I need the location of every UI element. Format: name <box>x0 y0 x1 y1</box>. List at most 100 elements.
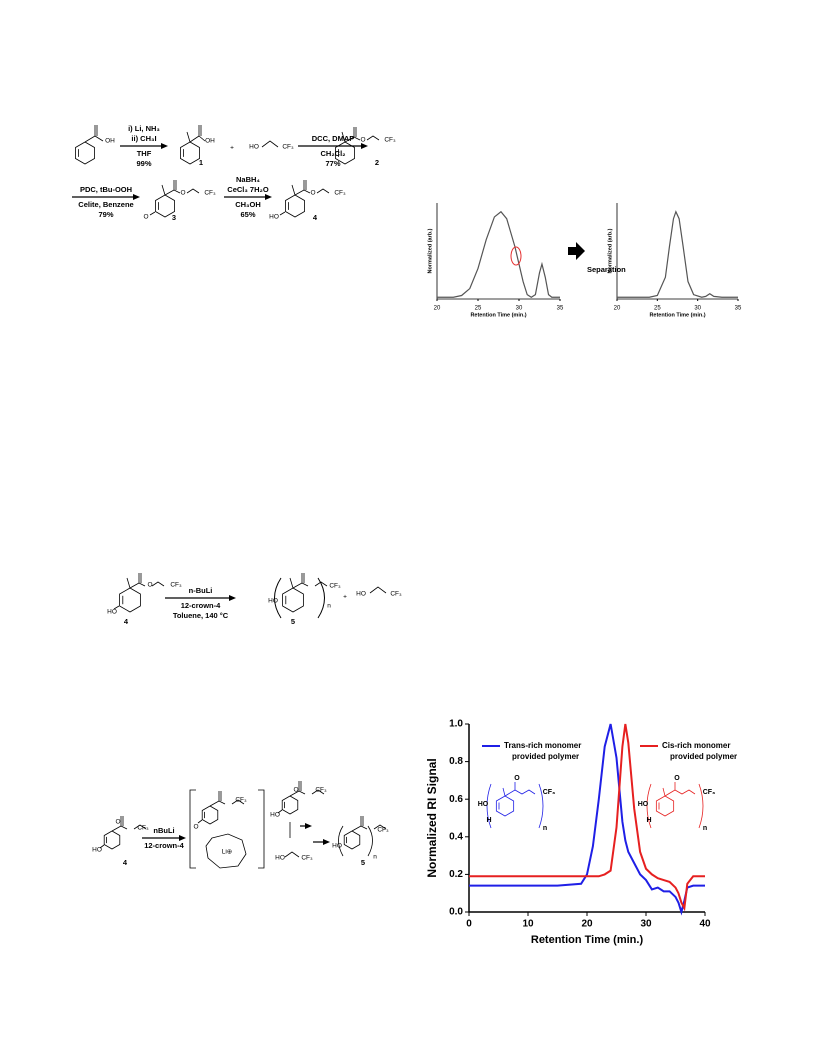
x-axis-label: Retention Time (min.) <box>649 312 705 318</box>
bond <box>149 211 156 216</box>
reagent: i) Li, NH₃ <box>128 124 160 133</box>
reagent: nBuLi <box>153 826 174 835</box>
atom-label: HO <box>268 598 278 605</box>
atom-label: O <box>180 190 185 197</box>
bond <box>133 824 147 830</box>
x-tick-label: 10 <box>522 919 534 930</box>
x-tick-label: 20 <box>434 306 441 312</box>
arrow-head <box>133 194 140 200</box>
atom-label: CF₃ <box>377 827 389 834</box>
compound-label: 4 <box>124 617 129 626</box>
atom-label: CF₃ <box>235 797 247 804</box>
bond <box>316 188 330 194</box>
condition: Celite, Benzene <box>78 200 133 209</box>
atom-label: HO <box>270 812 280 819</box>
compound-label: 5 <box>291 617 295 626</box>
ring <box>281 795 299 815</box>
bracket <box>338 825 373 857</box>
y-tick-label: 0.4 <box>449 831 463 842</box>
highlight-circle <box>510 246 522 266</box>
y-axis-label: Normalized RI Signal <box>425 758 439 877</box>
atom-label: O <box>193 824 198 831</box>
bond <box>261 140 279 148</box>
ring <box>75 141 95 165</box>
separation-arrow <box>568 242 585 260</box>
arrow-head <box>161 143 168 149</box>
atom-label: O <box>293 787 298 794</box>
x-tick-label: 25 <box>654 306 661 312</box>
atom-label: HO <box>107 609 117 616</box>
bond <box>291 184 296 196</box>
bond <box>303 189 311 194</box>
inset-atom: CF₃ <box>703 789 716 796</box>
bond <box>161 184 166 196</box>
data-line <box>469 723 705 916</box>
condition: 99% <box>136 159 151 168</box>
bond <box>138 582 146 587</box>
annotation: Separation <box>587 265 626 274</box>
bond <box>99 844 105 849</box>
crown-ether <box>205 833 247 869</box>
condition: Toluene, 140 °C <box>173 611 229 620</box>
legend-label: Cis-rich monomer provided polymer <box>662 741 737 761</box>
condition: THF <box>137 149 152 158</box>
condition: 12-crown-4 <box>181 601 221 610</box>
atom-label: n <box>327 603 331 610</box>
compound-label: 4 <box>313 213 318 222</box>
bond <box>662 787 666 797</box>
bond <box>373 824 387 830</box>
condition: 12-crown-4 <box>144 841 184 850</box>
data-line <box>617 210 738 298</box>
reagent: DCC, DMAP <box>312 134 355 143</box>
atom-label: O <box>115 819 120 826</box>
bond <box>284 851 300 858</box>
bond <box>504 782 536 797</box>
reagent: CeCl₃ 7H₂O <box>227 185 269 194</box>
x-tick-label: 0 <box>466 919 472 930</box>
bond <box>186 188 200 194</box>
atom-label: O <box>147 582 152 589</box>
atom-label: HO <box>269 214 279 221</box>
atom-label: CF₃ <box>315 787 327 794</box>
atom-label: CF₃ <box>329 583 341 590</box>
bracket <box>317 577 325 619</box>
compound-label: 4 <box>123 858 128 867</box>
legend-line: provided polymer <box>670 752 737 761</box>
bond <box>314 581 328 587</box>
inset-atom: n <box>703 825 707 832</box>
atom-label: OH <box>205 138 215 145</box>
atom-label: CF₃ <box>170 582 182 589</box>
condition: CH₃OH <box>235 200 261 209</box>
y-axis-label: Normalized (arb.) <box>427 228 433 273</box>
bond <box>198 135 206 142</box>
x-axis-label: Retention Time (min.) <box>531 934 644 946</box>
arrow-head <box>361 143 368 149</box>
bond <box>366 135 380 141</box>
bond <box>301 582 309 587</box>
inset-atom: H <box>646 817 651 824</box>
condition: 79% <box>98 210 113 219</box>
compound-label: 1 <box>199 158 203 167</box>
atom-label: + <box>343 594 347 601</box>
atom-label: O <box>360 137 365 144</box>
condition: CH₂Cl₂ <box>321 149 346 158</box>
arrow-head <box>179 835 186 841</box>
reagent: NaBH₄ <box>236 175 260 184</box>
atom-label: CF₃ <box>384 137 396 144</box>
bracket <box>189 789 265 869</box>
y-tick-label: 0.6 <box>449 794 463 805</box>
atom-label: CF₃ <box>204 190 216 197</box>
data-line <box>437 210 560 298</box>
inset-atom: O <box>514 775 520 782</box>
ring <box>343 830 361 850</box>
bond <box>369 586 387 594</box>
inset-atom: n <box>543 825 547 832</box>
x-tick-label: 35 <box>557 306 564 312</box>
bond <box>113 605 120 610</box>
x-tick-label: 30 <box>694 306 701 312</box>
x-tick-label: 40 <box>699 919 711 930</box>
ring <box>155 194 175 218</box>
reagent: ii) CH₃I <box>131 134 156 143</box>
bond <box>94 135 104 142</box>
